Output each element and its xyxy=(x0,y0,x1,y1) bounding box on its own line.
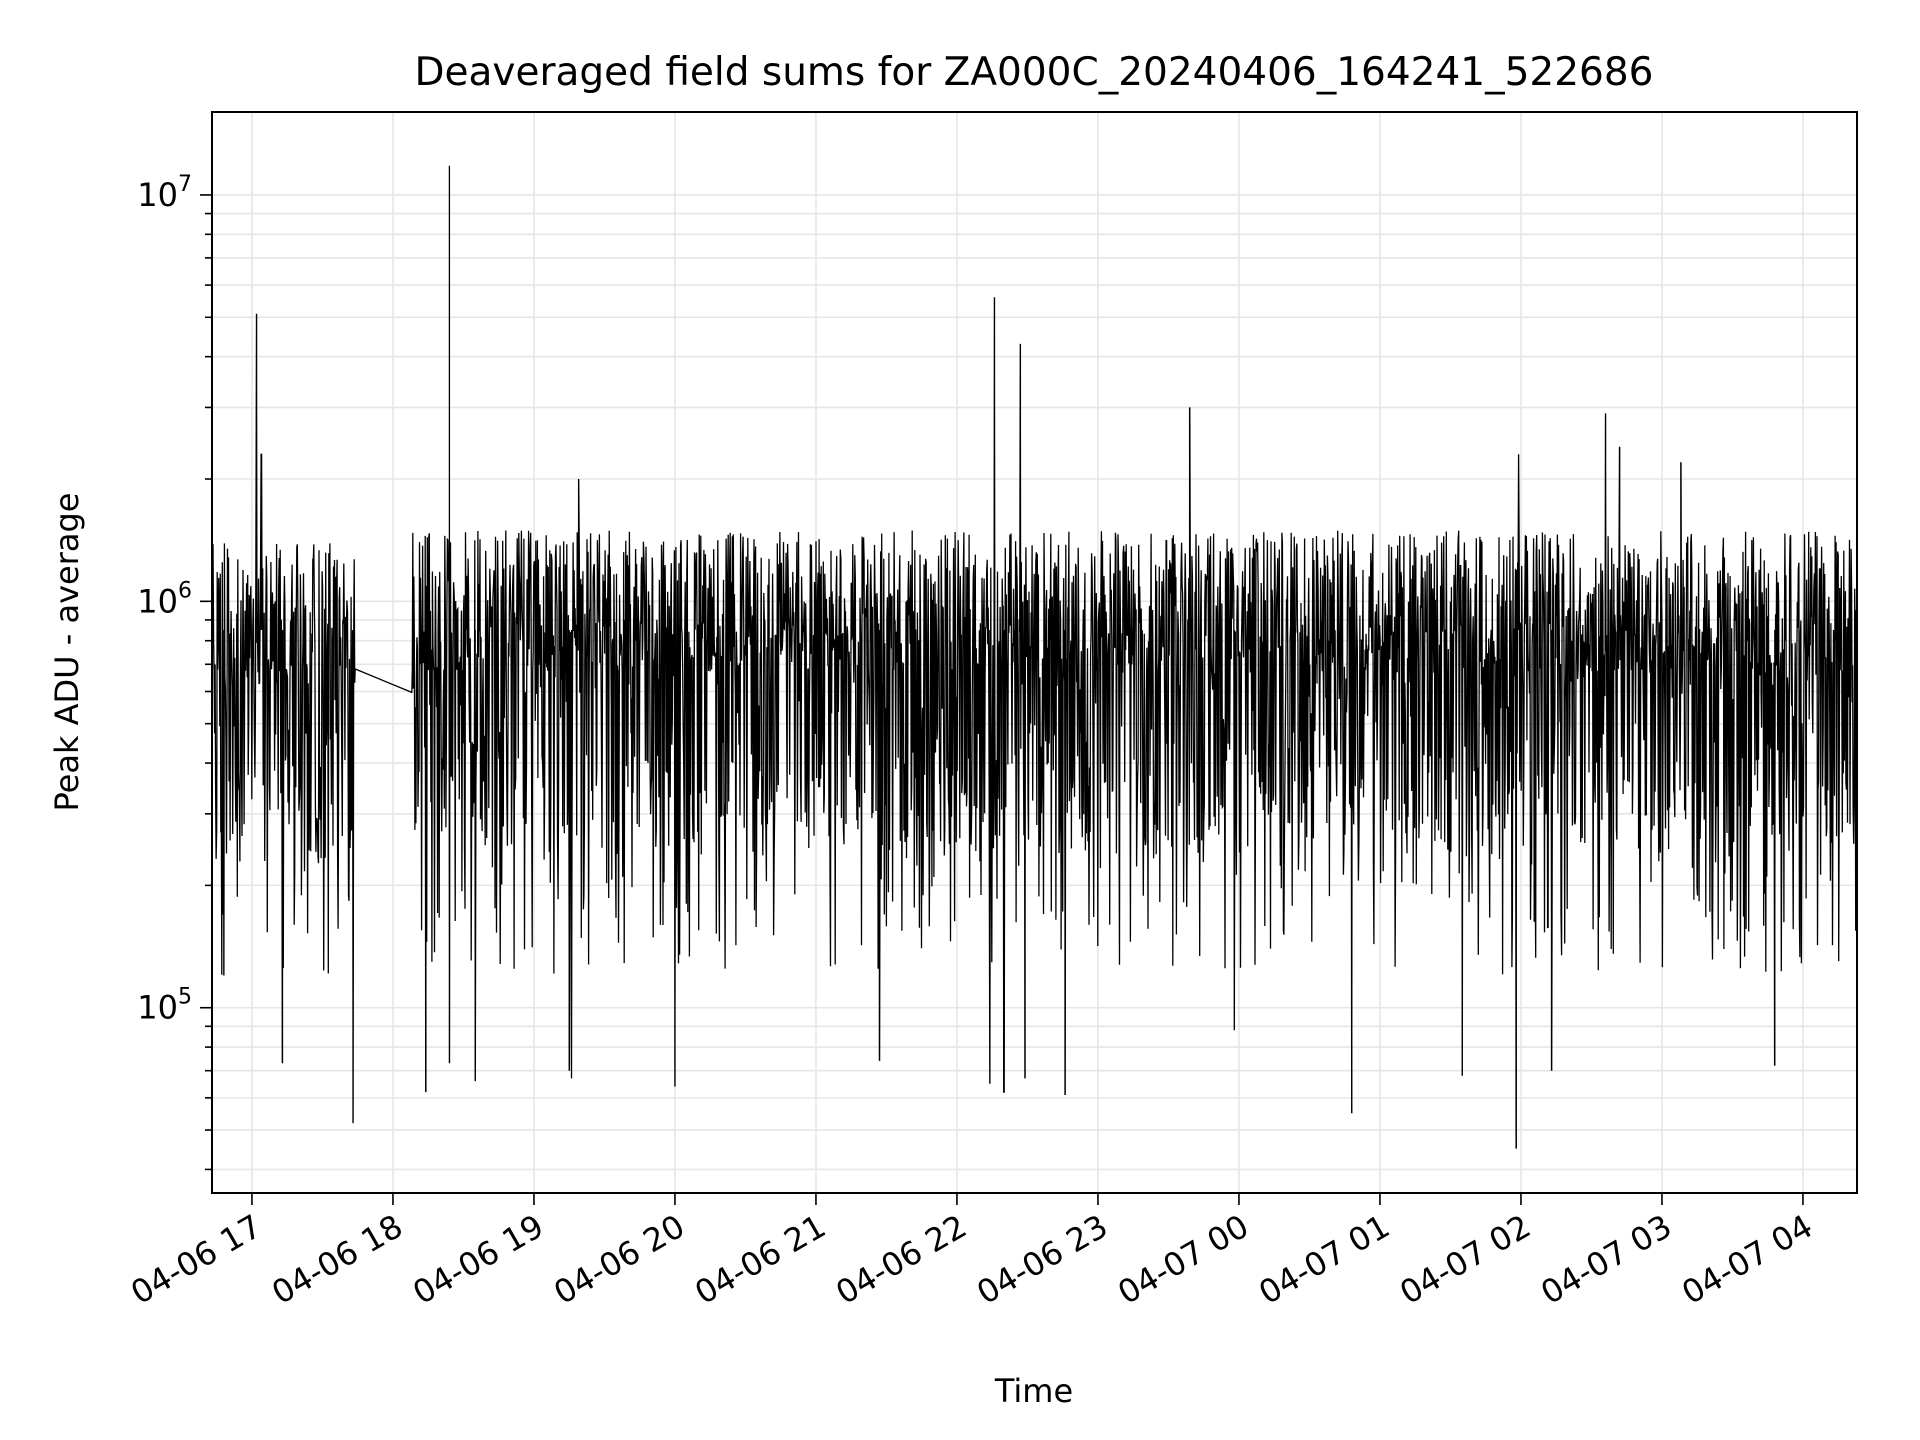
x-tick-label: 04-06 17 xyxy=(124,1207,268,1312)
x-axis-label: Time xyxy=(994,1372,1073,1410)
y-axis-ticks: 105 106 107 xyxy=(137,172,212,1171)
y-axis-label: Peak ADU - average xyxy=(48,493,86,812)
x-tick-label: 04-07 01 xyxy=(1252,1207,1396,1312)
y-tick-label: 107 xyxy=(137,172,192,214)
x-tick-label: 04-07 04 xyxy=(1675,1207,1819,1312)
chart-title: Deaveraged field sums for ZA000C_2024040… xyxy=(415,50,1654,95)
y-tick-label: 105 xyxy=(137,985,192,1027)
x-tick-label: 04-06 18 xyxy=(265,1207,409,1312)
plot-frame xyxy=(211,111,1858,1194)
series-line xyxy=(212,165,1857,1149)
x-tick-label: 04-06 23 xyxy=(970,1207,1114,1312)
x-tick-label: 04-06 19 xyxy=(406,1207,550,1312)
x-tick-label: 04-07 02 xyxy=(1393,1207,1537,1312)
x-tick-label: 04-06 22 xyxy=(829,1207,973,1312)
x-tick-label: 04-07 03 xyxy=(1534,1207,1678,1312)
y-tick-label: 106 xyxy=(137,578,192,620)
x-tick-label: 04-06 21 xyxy=(688,1207,832,1312)
x-tick-label: 04-07 00 xyxy=(1111,1207,1255,1312)
x-tick-label: 04-06 20 xyxy=(547,1207,691,1312)
